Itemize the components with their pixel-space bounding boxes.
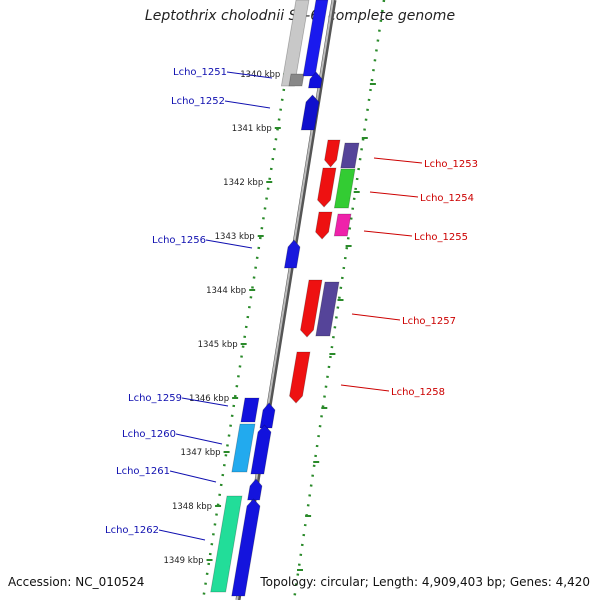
gene-label-right: Lcho_1258 [391,387,445,398]
gene-block-lcho-1252 [300,94,320,131]
gene-leader-right [351,313,401,321]
gene-label-right: Lcho_1254 [420,193,474,204]
gene-label-left: Lcho_1259 [128,393,182,404]
tick-label: 1344 kbp [206,286,246,296]
tick-label: 1340 kbp [240,70,280,80]
gene-label-right: Lcho_1253 [424,159,478,170]
accession-label: Accession: NC_010524 [8,575,145,589]
tick-label: 1347 kbp [181,448,221,458]
ruler-left-dots [201,0,300,600]
tick-label: 1342 kbp [223,178,263,188]
gene-label-left: Lcho_1261 [116,466,170,477]
tick-label: 1348 kbp [172,502,212,512]
gene-block-lcho-1253b [340,142,360,169]
gene-label-left: Lcho_1260 [122,429,176,440]
gene-label-left: Lcho_1251 [173,67,227,78]
gene-block-lcho-1261 [247,478,263,501]
gene-leader-left [226,71,273,79]
tick-label: 1346 kbp [189,394,229,404]
gene-leader-left [158,529,206,541]
gene-leader-left [205,239,253,249]
tick-label: 1345 kbp [198,340,238,350]
gene-label-left: Lcho_1262 [105,525,159,536]
gene-label-left: Lcho_1252 [171,96,225,107]
tick-label: 1343 kbp [215,232,255,242]
tick-label: 1341 kbp [232,124,272,134]
gene-block-lcho-1255b [333,213,352,237]
gene-block-lcho-1259 [240,397,260,423]
tick-label: 1349 kbp [163,556,203,566]
gene-leader-right [373,157,423,164]
gene-block-lcho-1257 [300,279,323,338]
gene-leader-left [175,433,223,445]
gene-block-lcho-1255 [315,211,333,240]
gene-leader-left [181,397,229,407]
gene-block-lcho-1251 [307,71,323,89]
gene-leader-left [169,470,217,483]
gene-leader-right [340,384,390,392]
gene-block-lcho-1260b [250,424,272,475]
gene-label-right: Lcho_1255 [414,232,468,243]
gene-block-lcho-1262b [231,498,261,597]
gene-block-grey-dark [288,73,305,87]
gene-leader-left [224,100,271,109]
gene-leader-right [369,191,419,198]
gene-block-lcho-1254b [333,168,356,209]
ruler-right-dots [292,0,386,600]
gene-block-lcho-1253 [324,139,341,168]
gene-block-lcho-1260 [231,423,256,473]
gene-label-left: Lcho_1256 [152,235,206,246]
gene-block-lcho-1262 [210,495,243,593]
topology-label: Topology: circular; Length: 4,909,403 bp… [260,575,590,589]
gene-label-right: Lcho_1257 [402,316,456,327]
gene-block-lcho-1256 [283,239,301,269]
gene-block-lcho-1254 [317,167,337,208]
gene-leader-right [363,230,413,237]
gene-block-lcho-1259b [259,402,276,429]
gene-block-lcho-1258 [289,351,311,404]
gene-block-lcho-1257b [315,281,340,337]
